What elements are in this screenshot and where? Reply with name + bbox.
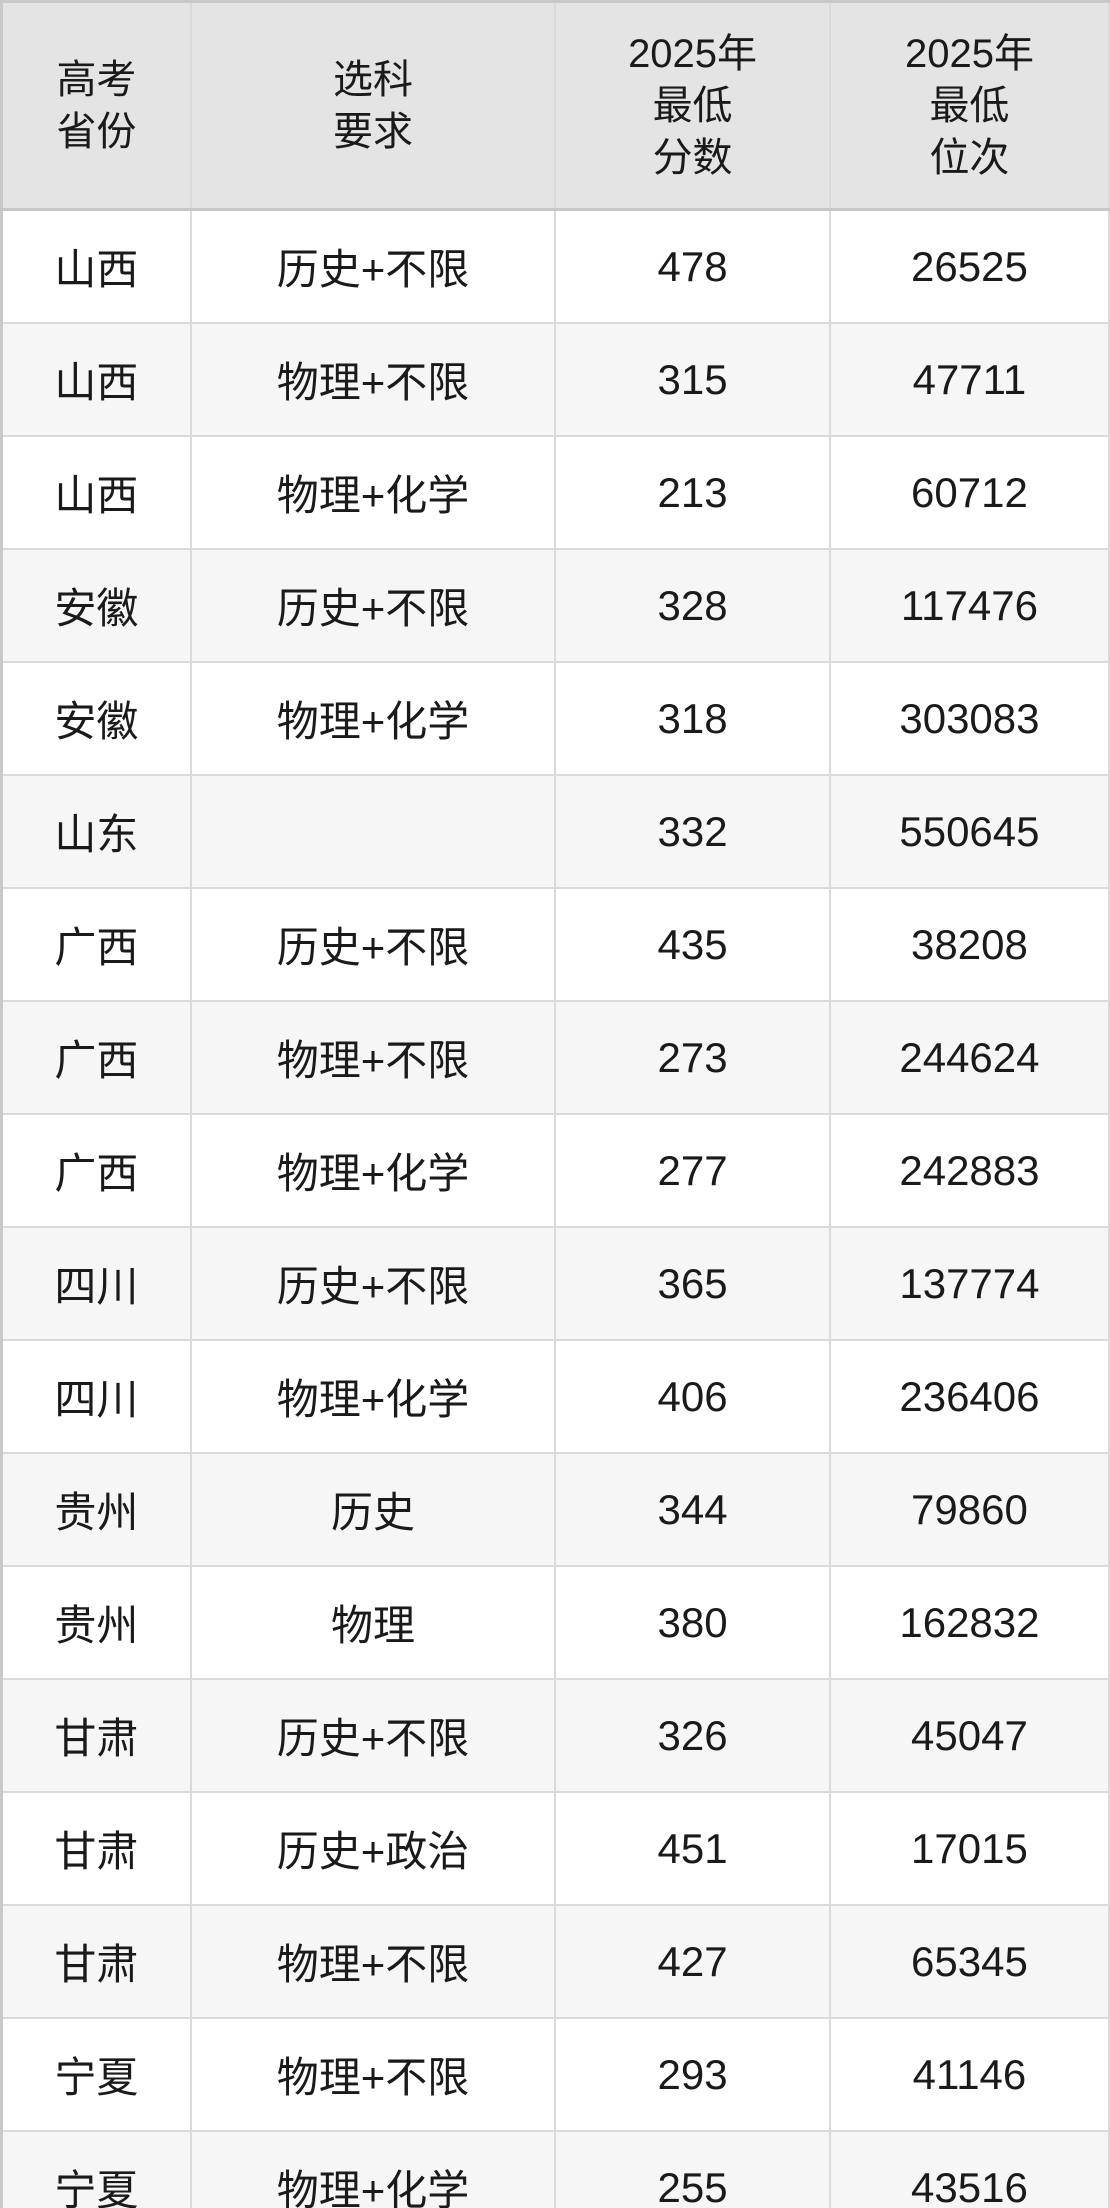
cell-min-score: 255 bbox=[554, 2130, 831, 2208]
cell-requirement: 物理 bbox=[189, 1565, 557, 1680]
cell-min-rank: 45047 bbox=[828, 1678, 1110, 1793]
cell-min-rank: 242883 bbox=[828, 1113, 1110, 1228]
cell-requirement: 物理+不限 bbox=[189, 1904, 557, 2019]
cell-min-rank: 60712 bbox=[828, 435, 1110, 550]
cell-requirement: 物理+不限 bbox=[189, 1000, 557, 1115]
table-row: 宁夏 物理+化学 255 43516 bbox=[0, 2130, 1110, 2208]
cell-requirement: 历史+不限 bbox=[189, 208, 557, 324]
header-row: 高考 省份 选科 要求 2025年 最低 分数 2025年 最低 位次 bbox=[0, 0, 1110, 211]
cell-min-score: 435 bbox=[554, 887, 831, 1002]
table-row: 安徽 历史+不限 328 117476 bbox=[0, 548, 1110, 663]
cell-min-rank: 303083 bbox=[828, 661, 1110, 776]
table-row: 广西 物理+化学 277 242883 bbox=[0, 1113, 1110, 1228]
table-row: 安徽 物理+化学 318 303083 bbox=[0, 661, 1110, 776]
cell-min-rank: 550645 bbox=[828, 774, 1110, 889]
cell-min-score: 478 bbox=[554, 208, 831, 324]
cell-requirement: 历史+不限 bbox=[189, 1226, 557, 1341]
header-min-score: 2025年 最低 分数 bbox=[554, 0, 831, 211]
table-row: 四川 物理+化学 406 236406 bbox=[0, 1339, 1110, 1454]
cell-min-score: 344 bbox=[554, 1452, 831, 1567]
cell-min-score: 380 bbox=[554, 1565, 831, 1680]
cell-province: 贵州 bbox=[0, 1452, 192, 1567]
table-row: 山西 物理+化学 213 60712 bbox=[0, 435, 1110, 550]
cell-province: 甘肃 bbox=[0, 1791, 192, 1906]
cell-min-rank: 236406 bbox=[828, 1339, 1110, 1454]
cell-min-score: 293 bbox=[554, 2017, 831, 2132]
table-body: 山西 历史+不限 478 26525 山西 物理+不限 315 47711 山西… bbox=[0, 208, 1110, 2208]
cell-province: 广西 bbox=[0, 1000, 192, 1115]
cell-province: 山西 bbox=[0, 435, 192, 550]
cell-province: 广西 bbox=[0, 1113, 192, 1228]
cell-min-rank: 137774 bbox=[828, 1226, 1110, 1341]
header-province: 高考 省份 bbox=[0, 0, 192, 211]
cell-min-score: 326 bbox=[554, 1678, 831, 1793]
cell-requirement: 历史 bbox=[189, 1452, 557, 1567]
table-row: 四川 历史+不限 365 137774 bbox=[0, 1226, 1110, 1341]
cell-min-rank: 43516 bbox=[828, 2130, 1110, 2208]
cell-province: 四川 bbox=[0, 1339, 192, 1454]
cell-requirement: 物理+化学 bbox=[189, 435, 557, 550]
cell-min-rank: 47711 bbox=[828, 322, 1110, 437]
table-row: 甘肃 历史+不限 326 45047 bbox=[0, 1678, 1110, 1793]
table-row: 广西 物理+不限 273 244624 bbox=[0, 1000, 1110, 1115]
cell-province: 甘肃 bbox=[0, 1678, 192, 1793]
cell-requirement: 物理+化学 bbox=[189, 1113, 557, 1228]
cell-requirement: 物理+化学 bbox=[189, 661, 557, 776]
cell-min-rank: 65345 bbox=[828, 1904, 1110, 2019]
cell-min-score: 406 bbox=[554, 1339, 831, 1454]
cell-min-score: 451 bbox=[554, 1791, 831, 1906]
cell-min-score: 328 bbox=[554, 548, 831, 663]
cell-requirement: 历史+不限 bbox=[189, 1678, 557, 1793]
table-row: 山西 历史+不限 478 26525 bbox=[0, 208, 1110, 324]
cell-min-rank: 38208 bbox=[828, 887, 1110, 1002]
table-row: 甘肃 历史+政治 451 17015 bbox=[0, 1791, 1110, 1906]
cell-province: 安徽 bbox=[0, 548, 192, 663]
header-requirement: 选科 要求 bbox=[189, 0, 557, 211]
cell-min-score: 315 bbox=[554, 322, 831, 437]
cell-min-score: 365 bbox=[554, 1226, 831, 1341]
cell-min-score: 213 bbox=[554, 435, 831, 550]
header-min-rank: 2025年 最低 位次 bbox=[828, 0, 1110, 211]
cell-province: 甘肃 bbox=[0, 1904, 192, 2019]
table-row: 贵州 历史 344 79860 bbox=[0, 1452, 1110, 1567]
cell-province: 贵州 bbox=[0, 1565, 192, 1680]
cell-province: 山西 bbox=[0, 322, 192, 437]
table-row: 宁夏 物理+不限 293 41146 bbox=[0, 2017, 1110, 2132]
table-row: 甘肃 物理+不限 427 65345 bbox=[0, 1904, 1110, 2019]
cell-min-score: 273 bbox=[554, 1000, 831, 1115]
cell-requirement: 历史+不限 bbox=[189, 548, 557, 663]
cell-province: 宁夏 bbox=[0, 2017, 192, 2132]
cell-min-rank: 79860 bbox=[828, 1452, 1110, 1567]
cell-min-score: 277 bbox=[554, 1113, 831, 1228]
cell-requirement: 历史+政治 bbox=[189, 1791, 557, 1906]
cell-min-rank: 26525 bbox=[828, 208, 1110, 324]
table-row: 山西 物理+不限 315 47711 bbox=[0, 322, 1110, 437]
cell-min-rank: 41146 bbox=[828, 2017, 1110, 2132]
cell-min-score: 318 bbox=[554, 661, 831, 776]
table-row: 山东 332 550645 bbox=[0, 774, 1110, 889]
cell-requirement: 物理+不限 bbox=[189, 2017, 557, 2132]
cell-requirement: 物理+不限 bbox=[189, 322, 557, 437]
cell-min-score: 332 bbox=[554, 774, 831, 889]
cell-min-rank: 162832 bbox=[828, 1565, 1110, 1680]
cell-min-rank: 17015 bbox=[828, 1791, 1110, 1906]
cell-province: 山西 bbox=[0, 208, 192, 324]
cell-province: 宁夏 bbox=[0, 2130, 192, 2208]
cell-province: 山东 bbox=[0, 774, 192, 889]
cell-min-rank: 117476 bbox=[828, 548, 1110, 663]
cell-province: 广西 bbox=[0, 887, 192, 1002]
cell-requirement: 历史+不限 bbox=[189, 887, 557, 1002]
cell-province: 安徽 bbox=[0, 661, 192, 776]
cell-province: 四川 bbox=[0, 1226, 192, 1341]
cell-min-rank: 244624 bbox=[828, 1000, 1110, 1115]
table-row: 贵州 物理 380 162832 bbox=[0, 1565, 1110, 1680]
table-row: 广西 历史+不限 435 38208 bbox=[0, 887, 1110, 1002]
cell-requirement: 物理+化学 bbox=[189, 1339, 557, 1454]
cell-min-score: 427 bbox=[554, 1904, 831, 2019]
cell-requirement: 物理+化学 bbox=[189, 2130, 557, 2208]
cell-requirement bbox=[189, 774, 557, 889]
